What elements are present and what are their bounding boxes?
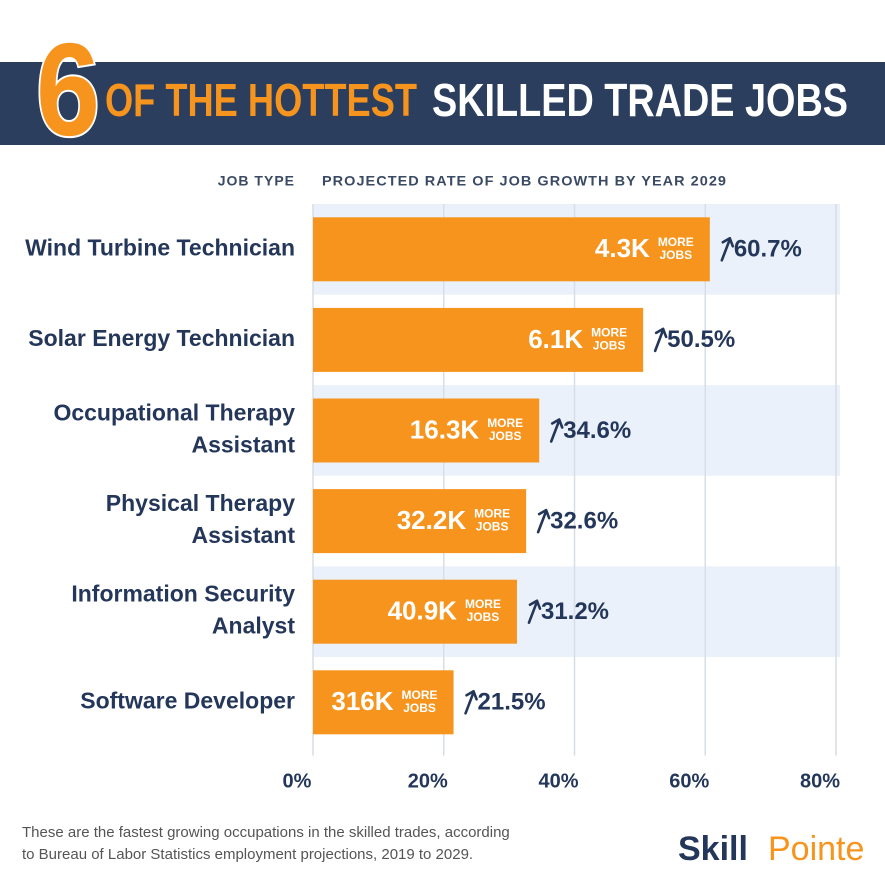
value-label: 31.2% (541, 598, 609, 625)
value-label: 21.5% (478, 689, 546, 716)
category-label: Software Developer (80, 687, 295, 713)
category-label: Physical Therapy Assistant (106, 490, 296, 548)
bar-label-unit: MORE JOBS (474, 507, 510, 534)
value-header: PROJECTED RATE OF JOB GROWTH BY YEAR 202… (322, 173, 727, 189)
x-tick-label: 40% (538, 770, 578, 792)
value-label: 32.6% (550, 507, 618, 534)
bar-label-unit: MORE JOBS (487, 416, 523, 443)
bar (313, 398, 540, 463)
bar-label: 40.9K (388, 596, 458, 626)
x-tick-label: 0% (283, 770, 312, 792)
growth-arrow (720, 237, 735, 262)
x-tick-label: 60% (669, 770, 709, 792)
category-label: Wind Turbine Technician (25, 234, 295, 260)
bar (313, 307, 644, 372)
title-band (0, 62, 885, 145)
x-tick-label: 20% (408, 770, 448, 792)
title-highlight: OF THE HOTTEST (105, 74, 417, 126)
category-label: Occupational Therapy Assistant (53, 400, 295, 458)
growth-arrow (653, 327, 668, 353)
bar-label: 316K (331, 686, 393, 716)
growth-arrow (549, 418, 564, 443)
value-label: 34.6% (563, 417, 631, 444)
value-label: 60.7% (734, 236, 802, 263)
bar-label-unit: MORE JOBS (465, 597, 501, 624)
value-label: 50.5% (667, 326, 735, 353)
bar (313, 579, 517, 644)
category-label: Solar Energy Technician (28, 325, 295, 351)
category-header: JOB TYPE (218, 173, 295, 189)
bar-label: 32.2K (397, 505, 467, 535)
bar-label: 6.1K (528, 324, 583, 354)
bar-label: 16.3K (410, 414, 480, 444)
brand-first: Skill (678, 830, 748, 868)
title-number: 6 (36, 16, 100, 163)
growth-arrow (464, 690, 478, 715)
title-rest: SKILLED TRADE JOBS (432, 74, 848, 126)
brand-second: Pointe (768, 830, 864, 868)
category-label: Information Security Analyst (71, 581, 295, 639)
footnote: These are the fastest growing occupation… (22, 824, 510, 863)
x-tick-label: 80% (800, 770, 840, 792)
growth-arrow (527, 599, 542, 624)
bar (313, 670, 454, 735)
growth-arrow (536, 508, 551, 534)
bar-label: 4.3K (595, 233, 650, 263)
bar-label-unit: MORE JOBS (591, 326, 627, 353)
bar-label-unit: MORE JOBS (658, 235, 694, 262)
bar (313, 489, 527, 554)
bar (313, 217, 710, 282)
bar-label-unit: MORE JOBS (402, 688, 438, 715)
